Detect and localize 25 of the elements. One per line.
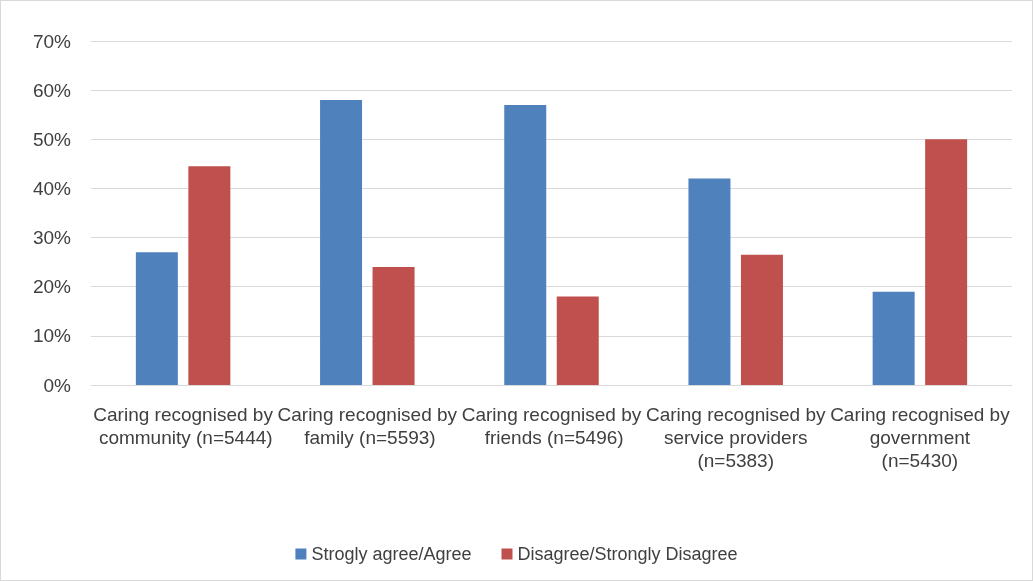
legend-label: Strogly agree/Agree	[311, 544, 472, 564]
bar	[925, 139, 968, 385]
x-tick-label: Caring recognised by service providers (n=5383)	[645, 404, 826, 471]
bar	[556, 296, 599, 385]
bar	[504, 104, 547, 385]
y-tick-label: 30%	[32, 227, 72, 249]
y-tick-label: 60%	[32, 79, 72, 101]
y-tick-label: 70%	[32, 30, 72, 52]
bar	[688, 178, 731, 385]
bar	[320, 99, 363, 385]
x-tick-label: Caring recognised by government (n=5430)	[830, 404, 1011, 471]
y-tick-label: 10%	[32, 325, 72, 347]
y-tick-label: 0%	[43, 374, 72, 396]
y-tick-label: 20%	[32, 276, 72, 298]
bar	[872, 291, 915, 385]
x-tick-label: Caring recognised by community (n=5444)	[93, 404, 274, 448]
bar	[188, 166, 231, 385]
bar	[740, 254, 783, 385]
y-tick-label: 50%	[32, 128, 72, 150]
y-tick-label: 40%	[32, 177, 72, 199]
x-tick-label: Caring recognised by friends (n=5496)	[461, 404, 642, 448]
legend-label: Disagree/Strongly Disagree	[517, 544, 738, 564]
bar	[372, 267, 415, 385]
bar	[135, 252, 178, 385]
x-tick-label: Caring recognised by family (n=5593)	[277, 404, 458, 448]
